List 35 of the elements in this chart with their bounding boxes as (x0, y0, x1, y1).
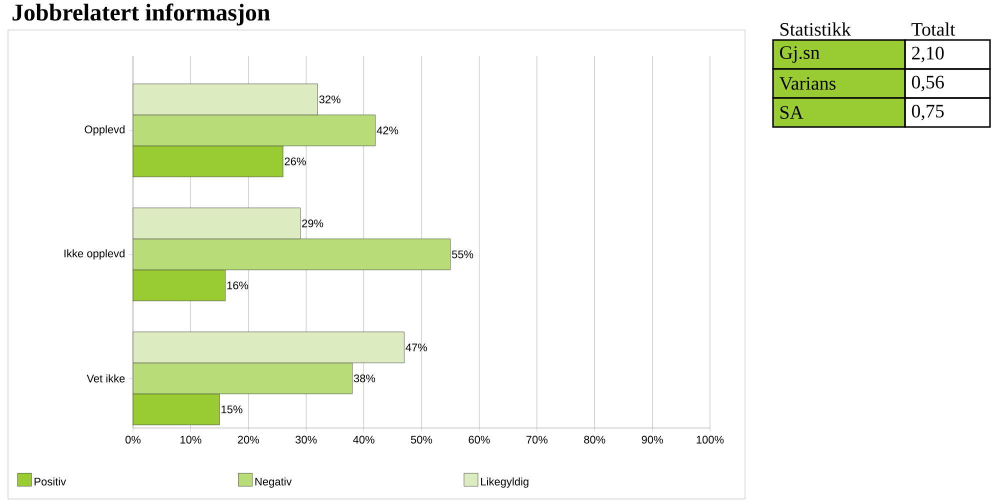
y-tick-label: Ikke opplevd (64, 249, 124, 260)
chart-title: Jobbrelatert informasjon (12, 4, 270, 26)
x-tick-label: 80% (584, 436, 606, 444)
data-label: 29% (302, 220, 324, 228)
x-tick-label: 50% (410, 436, 432, 444)
text: SA (780, 106, 804, 119)
y-tick-label: Opplevd (84, 125, 125, 136)
legend-label: Negativ (255, 477, 292, 488)
data-label: 42% (376, 126, 398, 134)
data-label: 38% (354, 374, 376, 382)
data-label: 55% (452, 250, 474, 258)
x-tick-label: 40% (353, 436, 374, 444)
data-label: 15% (222, 406, 242, 414)
text: Statistikk (780, 22, 852, 36)
data-label: 32% (319, 96, 340, 104)
text: Varians (779, 77, 836, 90)
x-tick-label: 70% (526, 436, 548, 444)
x-tick-label: 0% (125, 436, 141, 444)
text: 0,56 (912, 76, 944, 92)
x-tick-label: 100% (696, 436, 724, 444)
text: Gj.sn (780, 46, 820, 63)
x-tick-label: 60% (468, 436, 490, 444)
data-label: 16% (227, 282, 248, 290)
text: 2,10 (912, 46, 944, 62)
x-tick-label: 90% (642, 436, 663, 444)
x-tick-label: 20% (238, 436, 260, 444)
x-tick-label: 10% (180, 436, 202, 444)
text: Totalt (912, 22, 956, 36)
legend-label: Positiv (34, 477, 66, 486)
y-tick-label: Vet ikke (86, 374, 125, 382)
legend-label: Likegyldig (481, 477, 528, 488)
text: 0,75 (912, 104, 944, 120)
data-label: 26% (284, 158, 306, 166)
data-label: 47% (406, 344, 428, 352)
x-tick-label: 30% (296, 436, 317, 444)
